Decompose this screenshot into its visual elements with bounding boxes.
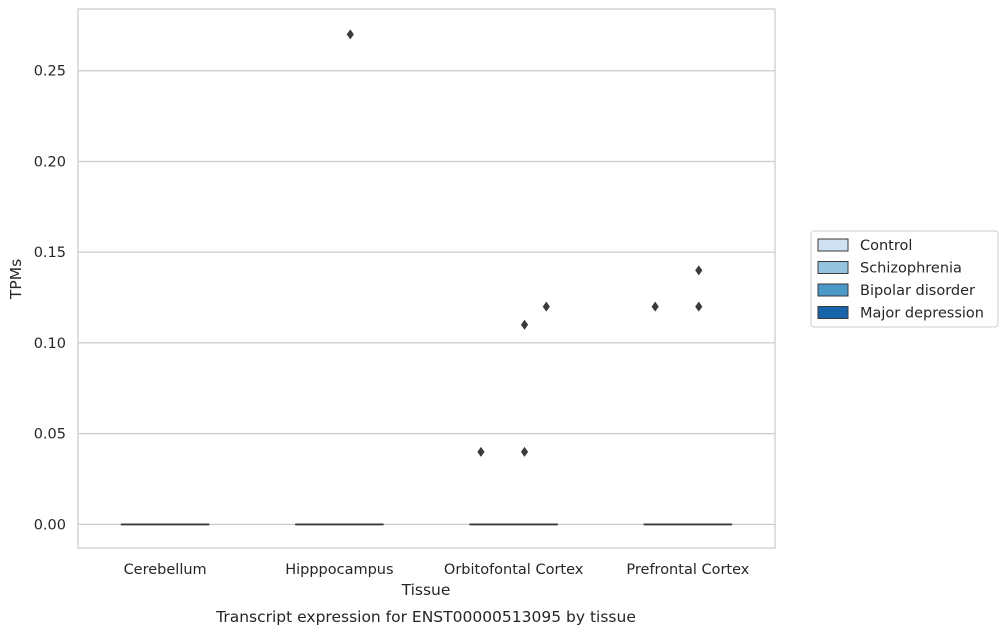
box-group	[534, 301, 558, 526]
plot-frame	[77, 8, 776, 549]
chart-caption: Transcript expression for ENST0000051309…	[215, 608, 636, 626]
legend-swatch	[817, 238, 849, 252]
y-tick-label: 0.15	[34, 245, 66, 261]
y-axis-label: TPMs	[7, 259, 25, 300]
y-tick-labels: 0.00 0.05 0.10 0.15 0.20 0.25	[34, 64, 66, 534]
box-group	[512, 319, 537, 526]
y-tick-label: 0.25	[34, 64, 66, 80]
outlier-point	[695, 301, 703, 312]
outlier-point	[477, 446, 485, 457]
box-group	[687, 265, 711, 526]
legend-label: Schizophrenia	[860, 261, 962, 277]
box-group	[643, 301, 667, 526]
legend-items: Control Schizophrenia Bipolar disorder Majo…	[817, 238, 984, 322]
x-tick-labels: Cerebellum Hipppocampus Orbitofontal Corte…	[124, 562, 750, 578]
legend-swatch	[817, 283, 849, 297]
gridlines	[78, 70, 775, 526]
chart-marks	[120, 29, 733, 526]
legend-swatch	[817, 306, 849, 319]
legend-label: Control	[860, 238, 912, 254]
outlier-point	[542, 301, 550, 312]
box-group	[469, 446, 493, 526]
outlier-point	[695, 265, 703, 276]
box-group	[338, 29, 362, 526]
y-tick-label: 0.20	[34, 154, 66, 170]
y-tick-label: 0.00	[34, 517, 66, 533]
x-tick-label: Hipppocampus	[285, 562, 393, 578]
x-tick-label: Cerebellum	[124, 562, 207, 578]
y-tick-label: 0.10	[34, 336, 66, 352]
outlier-point	[651, 301, 659, 312]
legend-swatch	[817, 261, 849, 274]
legend-frame	[810, 230, 999, 328]
legend: Control Schizophrenia Bipolar disorder Majo…	[810, 230, 999, 328]
outlier-point	[520, 319, 529, 330]
y-tick-label: 0.05	[34, 427, 66, 443]
outlier-point	[346, 29, 354, 40]
legend-label: Bipolar disorder	[860, 283, 975, 299]
x-axis-label: Tissue	[401, 581, 451, 599]
x-tick-label: Orbitofontal Cortex	[444, 562, 584, 578]
x-tick-label: Prefrontal Cortex	[626, 562, 749, 578]
outlier-point	[520, 446, 529, 457]
legend-label: Major depression	[860, 306, 984, 322]
